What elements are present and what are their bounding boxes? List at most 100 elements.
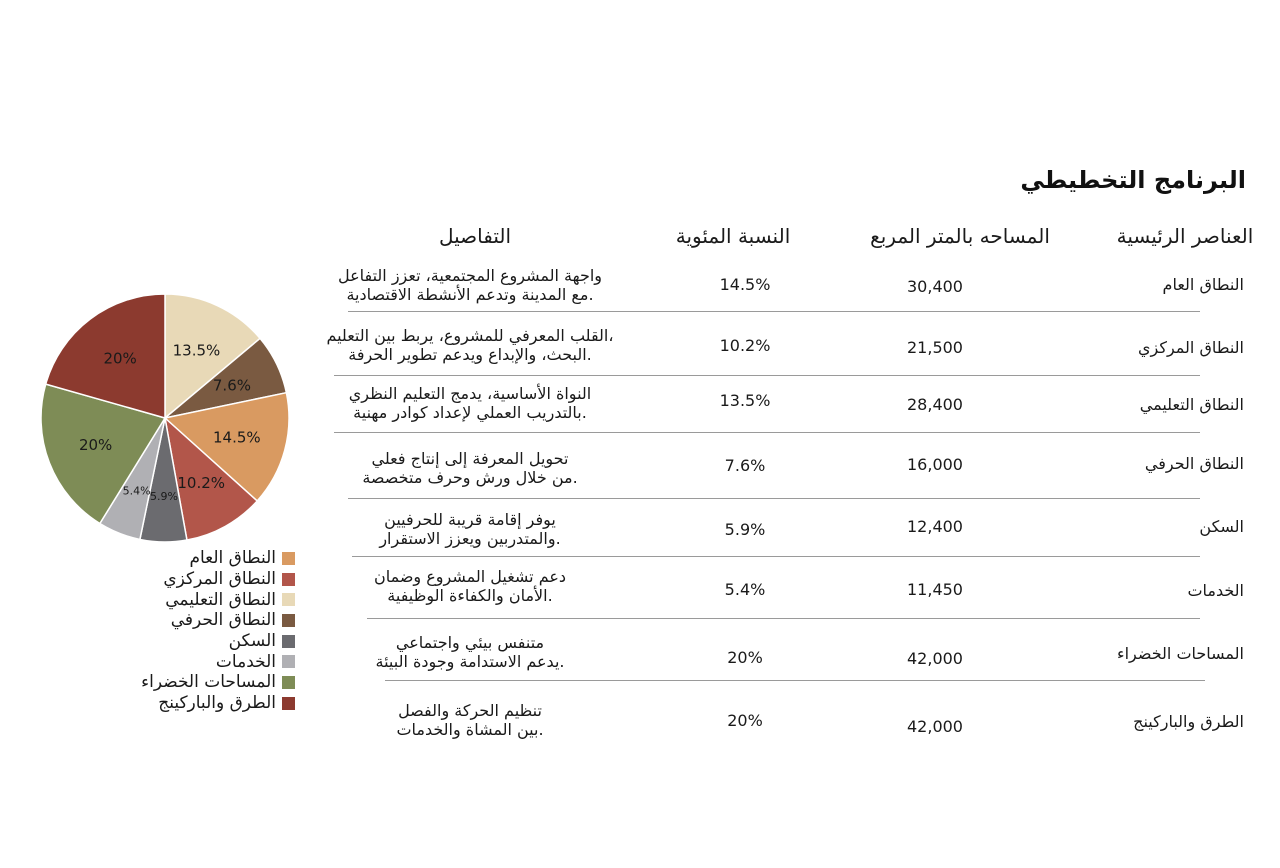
row-separator	[348, 311, 1200, 312]
element-name: النطاق الحرفي	[1144, 454, 1244, 473]
area-value: 42,000	[907, 717, 963, 736]
legend-item: النطاق المركزي	[120, 569, 295, 590]
area-value: 28,400	[907, 395, 963, 414]
row-separator	[367, 618, 1200, 619]
element-name: النطاق المركزي	[1137, 338, 1244, 357]
pie-slice-label: 10.2%	[177, 474, 225, 492]
table-row: المساحات الخضراء 42,000 20% متنفس بيئي و…	[0, 632, 1280, 692]
page-title: البرنامج التخطيطي	[1020, 166, 1246, 194]
legend-label: الخدمات	[215, 651, 276, 672]
detail-text: النواة الأساسية، يدمج التعليم النظري .با…	[300, 384, 640, 422]
legend-label: النطاق العام	[189, 548, 276, 569]
detail-line: .والمتدربين ويعزز الاستقرار	[379, 529, 561, 548]
element-name: السكن	[1199, 517, 1244, 536]
detail-line: .البحث، والإبداع ويدعم تطوير الحرفة	[348, 345, 592, 364]
detail-text: يوفر إقامة قريبة للحرفيين .والمتدربين وي…	[300, 510, 640, 548]
legend-swatch	[282, 551, 295, 565]
row-separator	[334, 432, 1200, 433]
percent-value: 13.5%	[719, 391, 771, 410]
detail-text: تحويل المعرفة إلى إنتاج فعلي .من خلال ور…	[300, 449, 640, 487]
percent-value: 5.4%	[724, 580, 766, 599]
pie-slice-label: 13.5%	[173, 342, 221, 360]
legend-item: المساحات الخضراء	[120, 672, 295, 693]
percent-value: 20%	[727, 711, 763, 730]
percent-value: 7.6%	[724, 456, 766, 475]
detail-line: ،القلب المعرفي للمشروع، يربط بين التعليم	[326, 326, 614, 345]
area-value: 16,000	[907, 455, 963, 474]
legend-swatch	[282, 655, 295, 669]
element-name: النطاق العام	[1162, 275, 1244, 294]
detail-line: .مع المدينة وتدعم الأنشطة الاقتصادية	[346, 285, 594, 304]
percent-value: 10.2%	[719, 336, 771, 355]
legend-label: المساحات الخضراء	[141, 672, 276, 693]
detail-line: .بين المشاة والخدمات	[396, 720, 544, 739]
column-header-area: المساحه بالمتر المربع	[870, 224, 1050, 248]
column-header-elements: العناصر الرئيسية	[1116, 224, 1254, 248]
legend-swatch	[282, 593, 295, 607]
row-separator	[385, 680, 1205, 681]
legend-item: الخدمات	[120, 651, 295, 672]
table-row: النطاق الحرفي 16,000 7.6% تحويل المعرفة …	[0, 447, 1280, 507]
area-value: 30,400	[907, 277, 963, 296]
pie-slice	[44, 293, 166, 419]
detail-text: واجهة المشروع المجتمعية، تعزز التفاعل .م…	[300, 266, 640, 304]
pie-slice-label: 14.5%	[213, 428, 261, 446]
pie-slice-label: 20%	[79, 436, 112, 454]
pie-slice	[164, 293, 262, 420]
area-value: 12,400	[907, 517, 963, 536]
area-value: 42,000	[907, 649, 963, 668]
column-header-percent: النسبة المئوية	[675, 224, 791, 248]
row-separator	[352, 556, 1200, 557]
detail-line: النواة الأساسية، يدمج التعليم النظري	[348, 384, 592, 403]
legend-label: النطاق التعليمي	[165, 589, 276, 610]
row-separator	[334, 375, 1200, 376]
percent-value: 5.9%	[724, 520, 766, 539]
detail-line: .من خلال ورش وحرف متخصصة	[362, 468, 578, 487]
pie-slice-label: 7.6%	[213, 377, 251, 395]
legend-swatch	[282, 572, 295, 586]
detail-text: دعم تشغيل المشروع وضمان .الأمان والكفاءة…	[300, 567, 640, 605]
table-row: الخدمات 11,450 5.4% دعم تشغيل المشروع وض…	[0, 566, 1280, 626]
element-name: الخدمات	[1187, 581, 1244, 600]
element-name: الطرق والباركينج	[1133, 712, 1244, 731]
area-value: 21,500	[907, 338, 963, 357]
legend-swatch	[282, 634, 295, 648]
detail-line: .بالتدريب العملي لإعداد كوادر مهنية	[353, 403, 587, 422]
table-row: الطرق والباركينج 42,000 20% تنظيم الحركة…	[0, 700, 1280, 760]
legend-item: السكن	[120, 631, 295, 652]
legend-label: السكن	[228, 631, 276, 652]
table-row: النطاق المركزي 21,500 10.2% ،القلب المعر…	[0, 323, 1280, 383]
legend-swatch	[282, 696, 295, 710]
percent-value: 14.5%	[719, 275, 771, 294]
pie-slice-label: 5.9%	[150, 490, 178, 503]
legend-item: النطاق الحرفي	[120, 610, 295, 631]
column-header-details: التفاصيل	[438, 224, 512, 248]
pie-slice	[40, 383, 167, 525]
legend-swatch	[282, 613, 295, 627]
legend-label: النطاق المركزي	[163, 569, 276, 590]
detail-line: يوفر إقامة قريبة للحرفيين	[384, 510, 556, 529]
pie-slice-label: 20%	[103, 350, 136, 368]
legend-item: النطاق التعليمي	[120, 589, 295, 610]
percent-value: 20%	[727, 648, 763, 667]
pie-chart: 13.5% 7.6% 14.5% 10.2%5.9%5.4% 20% 20%	[40, 293, 290, 543]
table-row: السكن 12,400 5.9% يوفر إقامة قريبة للحرف…	[0, 508, 1280, 568]
chart-legend: النطاق العام النطاق المركزي النطاق التعليم…	[120, 548, 295, 714]
detail-line: متنفس بيئي واجتماعي	[395, 633, 545, 652]
legend-item: الطرق والباركينج	[120, 693, 295, 714]
detail-line: تحويل المعرفة إلى إنتاج فعلي	[371, 449, 569, 468]
element-name: النطاق التعليمي	[1139, 395, 1244, 414]
detail-line: تنظيم الحركة والفصل	[398, 701, 542, 720]
table-row: النطاق العام 30,400 14.5% واجهة المشروع …	[0, 263, 1280, 323]
pie-slice	[163, 415, 259, 541]
detail-line: واجهة المشروع المجتمعية، تعزز التفاعل	[337, 266, 603, 285]
detail-line: .الأمان والكفاءة الوظيفية	[387, 586, 553, 605]
pie-slice	[163, 391, 290, 503]
detail-line: دعم تشغيل المشروع وضمان	[373, 567, 567, 586]
detail-line: .يدعم الاستدامة وجودة البيئة	[375, 652, 565, 671]
element-name: المساحات الخضراء	[1117, 644, 1244, 663]
row-separator	[348, 498, 1200, 499]
table-row: النطاق التعليمي 28,400 13.5% النواة الأس…	[0, 382, 1280, 442]
legend-label: الطرق والباركينج	[158, 693, 276, 714]
legend-swatch	[282, 675, 295, 689]
